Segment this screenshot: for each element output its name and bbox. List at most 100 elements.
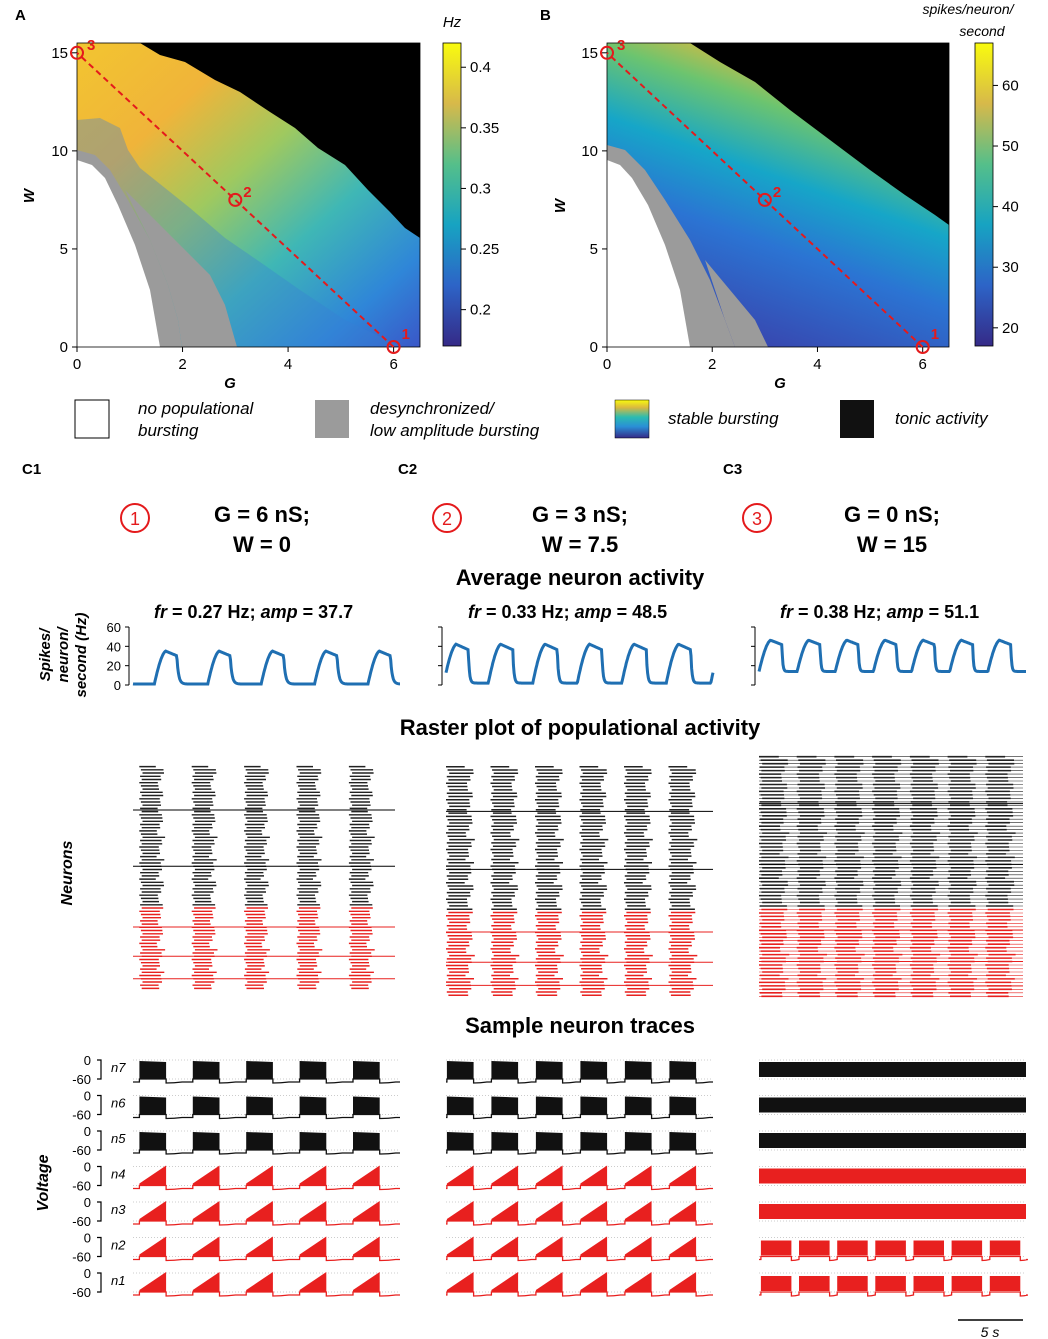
trace-scale-bracket-n5: [97, 1130, 102, 1151]
colorbar-b: [974, 42, 994, 347]
trace-burst: [192, 1096, 220, 1115]
path-marker-b-2: [757, 192, 772, 207]
condition-line1-2: G = 3 nS;: [532, 502, 628, 527]
trace-burst: [246, 1132, 273, 1150]
xtick-label-b-3: 6: [919, 356, 927, 373]
trace-ytick-top-n6: 0: [84, 1089, 91, 1104]
trace-ytick-top-n7: 0: [84, 1053, 91, 1068]
trace-baseline: [446, 1220, 713, 1226]
trace-ytick-top-n2: 0: [84, 1231, 91, 1246]
cb-label-b-3: 50: [1002, 138, 1019, 155]
trace-burst: [580, 1165, 608, 1186]
activity-ylabel: Spikes/ neuron/ second (Hz): [37, 612, 90, 697]
trace-burst: [299, 1061, 327, 1079]
trace-burst: [353, 1272, 380, 1292]
condition-marker-3: [742, 503, 772, 533]
svg-text:fr = 0.27 Hz; amp = 37.7: fr = 0.27 Hz; amp = 37.7: [154, 602, 353, 622]
trace-burst: [491, 1096, 519, 1115]
trace-burst: [913, 1240, 944, 1256]
gray-band-a: [125, 190, 237, 347]
activity-ylabel-1: Spikes/: [37, 627, 54, 681]
cb-label-b-1: 30: [1002, 259, 1019, 276]
trace-baseline: [133, 1184, 400, 1191]
trace-burst: [989, 1276, 1021, 1291]
fr-value-2: 0.33 Hz: [502, 602, 564, 622]
path-marker-a-2: [228, 192, 243, 207]
trace-burst: [446, 1061, 474, 1079]
legend-label-black: tonic activity: [895, 409, 989, 428]
trace-burst: [139, 1236, 167, 1257]
trace-burst: [535, 1272, 563, 1292]
trace-burst: [353, 1165, 380, 1186]
trace-burst: [491, 1272, 519, 1292]
cb-label-b-0: 20: [1002, 320, 1019, 337]
ytick-label-a-3: 15: [51, 45, 68, 62]
path-marker-label-b-1: 1: [931, 326, 939, 343]
trace-burst: [760, 1276, 792, 1291]
trace-burst: [139, 1201, 167, 1221]
path-marker-label-a-1: 1: [402, 326, 410, 343]
trace-row-n6: 0 -60 n6: [72, 1089, 1026, 1123]
trace-baseline: [759, 1291, 1029, 1297]
trace-burst: [624, 1201, 652, 1221]
svg-text:fr = 0.33 Hz; amp = 48.5: fr = 0.33 Hz; amp = 48.5: [468, 602, 667, 622]
condition-marker-label-2: 2: [442, 509, 452, 529]
trace-label-n5: n5: [111, 1131, 126, 1146]
trace-burst: [299, 1236, 327, 1257]
axes-a: 0 2 4 6 0 5 10 15: [51, 45, 397, 373]
amp-value-2: 48.5: [632, 602, 667, 622]
trace-burst: [669, 1061, 697, 1079]
trace-label-n2: n2: [111, 1238, 126, 1253]
trace-burst: [246, 1272, 273, 1292]
trace-burst: [446, 1272, 474, 1292]
white-region-b: [607, 160, 690, 347]
activity-stats-1: fr = 0.27 Hz; amp = 37.7: [154, 602, 353, 622]
trace-baseline: [133, 1149, 400, 1155]
cb-label-b-2: 40: [1002, 199, 1019, 216]
gray-band-b: [705, 260, 768, 347]
trace-burst: [192, 1165, 220, 1186]
cb-label-a-0: 0.2: [470, 302, 491, 319]
trace-burst: [299, 1272, 327, 1292]
path-marker-a-3: [70, 45, 84, 60]
trace-burst: [669, 1236, 697, 1257]
trace-burst: [446, 1096, 474, 1115]
activity-plots: 0 20 40 60: [107, 620, 1026, 693]
trace-burst: [353, 1096, 380, 1115]
trace-burst: [837, 1240, 868, 1256]
activity-ytick-label-3: 60: [107, 620, 121, 635]
heatmap-a: [77, 43, 420, 347]
trace-ytick-bottom-n7: -60: [72, 1072, 91, 1087]
trace-tonic-block: [759, 1062, 1026, 1077]
trace-burst: [299, 1165, 327, 1186]
ytick-label-a-2: 10: [51, 143, 68, 160]
trace-burst: [446, 1236, 474, 1257]
legend-swatch-gradient: [614, 399, 650, 439]
trace-tonic-block: [759, 1168, 1026, 1184]
trace-burst: [535, 1061, 563, 1079]
ytick-label-a-0: 0: [60, 339, 68, 356]
trace-ytick-top-n5: 0: [84, 1124, 91, 1139]
xtick-label-a-1: 2: [178, 356, 186, 373]
path-line-a: [76, 52, 395, 348]
trace-burst: [799, 1240, 830, 1256]
fr-value-1: 0.27 Hz: [188, 602, 250, 622]
condition-line1-1: G = 6 nS;: [214, 502, 310, 527]
trace-ytick-top-n1: 0: [84, 1266, 91, 1281]
trace-ytick-bottom-n2: -60: [72, 1250, 91, 1265]
region-legend: no populational bursting desynchronized/…: [74, 399, 989, 440]
trace-ytick-bottom-n5: -60: [72, 1143, 91, 1158]
trace-burst: [580, 1236, 608, 1257]
ytick-label-b-2: 10: [581, 143, 598, 160]
path-marker-label-b-3: 3: [617, 37, 625, 54]
cb-label-a-4: 0.4: [470, 59, 491, 76]
trace-burst: [624, 1132, 652, 1150]
trace-row-n1: 0 -60 n1: [72, 1266, 1029, 1300]
activity-line-C2: [444, 642, 715, 685]
trace-baseline: [446, 1184, 713, 1191]
xtick-label-b-1: 2: [708, 356, 716, 373]
trace-burst: [535, 1132, 563, 1150]
xtick-label-a-0: 0: [73, 356, 81, 373]
fr-value-3: 0.38 Hz: [814, 602, 876, 622]
trace-ytick-bottom-n1: -60: [72, 1285, 91, 1300]
